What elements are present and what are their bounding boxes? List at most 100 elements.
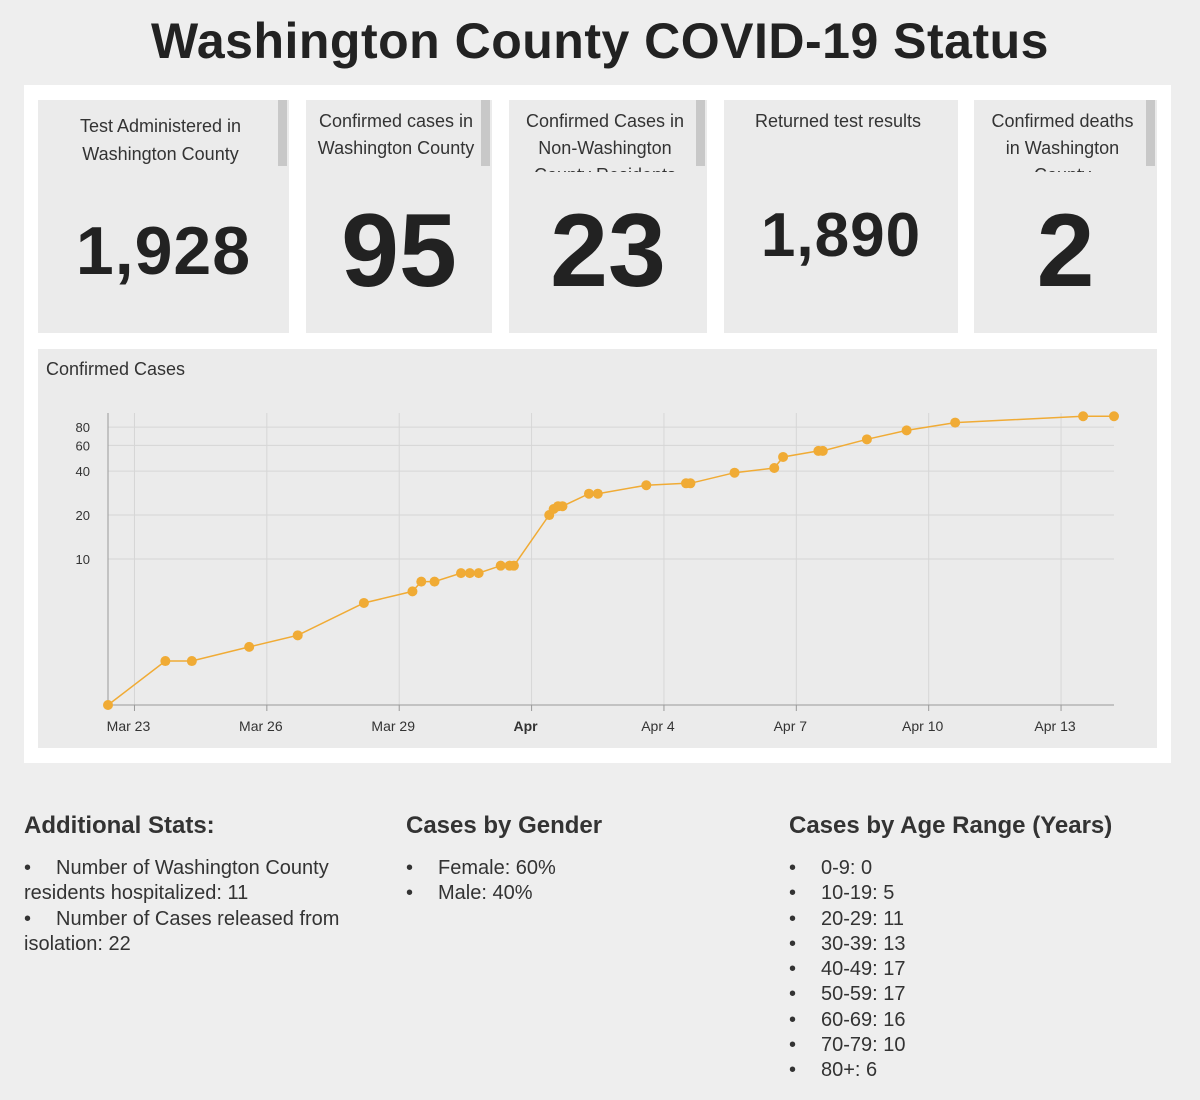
data-point <box>641 480 652 491</box>
list-item: • 70-79: 10 <box>789 1033 1169 1058</box>
bullet: • <box>406 882 414 905</box>
data-point <box>473 568 484 579</box>
page-title: Washington County COVID-19 Status <box>151 13 1049 69</box>
data-point <box>817 445 828 456</box>
data-point <box>592 488 603 499</box>
card-label: Confirmed cases in Washington County <box>317 111 475 158</box>
card-confirmed-cases: Confirmed cases in Washington County 95 <box>306 100 492 333</box>
list-item: • 0-9: 0 <box>789 856 1169 881</box>
card-label: Returned test results <box>754 111 922 131</box>
data-point <box>508 560 519 571</box>
y-tick-label: 80 <box>76 420 90 435</box>
data-point <box>429 576 440 587</box>
data-point <box>292 630 303 641</box>
x-tick-label: Apr <box>514 718 539 734</box>
card-label: Confirmed Cases in Non-Washington County… <box>525 111 685 172</box>
bullet: • <box>789 983 797 1006</box>
additional-stats-heading: Additional Stats: <box>24 812 215 839</box>
gender-section: Cases by Gender • Female: 60% • Male: 40% <box>406 812 746 907</box>
bullet: • <box>789 1034 797 1057</box>
bullet: • <box>789 882 797 905</box>
gender-item: Male: 40% <box>438 882 533 905</box>
chart-title: Confirmed Cases <box>46 359 186 379</box>
data-point <box>950 417 961 428</box>
card-label: Confirmed deaths in Washington County <box>991 111 1134 172</box>
data-point <box>557 501 568 512</box>
list-item: • 30-39: 13 <box>789 932 1169 957</box>
data-point <box>416 576 427 587</box>
card-value: 2 <box>1036 193 1095 309</box>
data-point <box>778 451 789 462</box>
data-point <box>186 656 197 667</box>
data-point <box>495 560 506 571</box>
bullet: • <box>406 857 414 879</box>
additional-stats-section: Additional Stats: • Number of Washington … <box>24 812 384 957</box>
y-tick-label: 10 <box>76 552 90 567</box>
list-item: • Male: 40% <box>406 881 746 906</box>
bullet: • <box>789 958 797 981</box>
list-item: • 40-49: 17 <box>789 957 1169 982</box>
bullet: • <box>789 1008 797 1031</box>
gender-item: Female: 60% <box>438 857 556 879</box>
data-point <box>455 568 466 579</box>
age-item: 0-9: 0 <box>821 857 873 879</box>
data-point <box>685 478 696 489</box>
bullet: • <box>24 907 32 930</box>
bullet: • <box>789 907 797 930</box>
data-point <box>160 656 171 667</box>
stat-line: Number of Washington County <box>56 857 329 879</box>
card-value: 1,890 <box>760 201 922 270</box>
age-section: Cases by Age Range (Years) • 0-9: 0 • 10-1… <box>789 812 1169 1084</box>
data-point <box>464 568 475 579</box>
x-tick-label: Mar 23 <box>107 718 151 734</box>
data-point <box>1109 411 1119 422</box>
dashboard-panel: Test Administered in Washington County 1… <box>24 85 1171 763</box>
y-tick-label: 20 <box>76 508 90 523</box>
age-item: 10-19: 5 <box>821 882 895 905</box>
x-tick-label: Apr 10 <box>902 718 943 734</box>
y-tick-label: 40 <box>76 464 90 479</box>
stat-line: Number of Cases released from <box>56 907 340 930</box>
age-item: 70-79: 10 <box>821 1034 906 1057</box>
data-point <box>407 586 418 597</box>
chart-panel: Confirmed Cases 10 20 40 60 80 Mar 23 Mar 26 Ma… <box>38 349 1157 748</box>
bullet: • <box>789 932 797 955</box>
bullet: • <box>789 857 797 879</box>
card-scrollbar[interactable] <box>278 100 287 166</box>
stat-line: residents hospitalized: 11 <box>24 882 249 905</box>
card-tests-administered: Test Administered in Washington County 1… <box>38 100 289 333</box>
data-point <box>1078 411 1089 422</box>
data-point <box>244 641 255 652</box>
age-item: 80+: 6 <box>821 1059 878 1082</box>
age-item: 30-39: 13 <box>821 932 906 955</box>
list-item: • Female: 60% <box>406 856 746 881</box>
list-item: • Number of Washington County residents ho… <box>24 856 384 907</box>
card-returned-results: Returned test results 1,890 <box>724 100 958 333</box>
data-point <box>583 488 594 499</box>
list-item: • 20-29: 11 <box>789 907 1169 932</box>
age-heading: Cases by Age Range (Years) <box>789 812 1113 839</box>
data-point <box>729 467 740 478</box>
card-scrollbar[interactable] <box>481 100 490 166</box>
card-scrollbar[interactable] <box>696 100 705 166</box>
card-scrollbar[interactable] <box>1146 100 1155 166</box>
card-value: 23 <box>550 193 666 309</box>
card-value: 1,928 <box>75 213 252 289</box>
data-point <box>861 434 872 445</box>
confirmed-cases-chart: 10 20 40 60 80 Mar 23 Mar 26 Mar 29 Apr Apr 4 Apr … <box>76 411 1119 734</box>
list-item: • 50-59: 17 <box>789 982 1169 1007</box>
x-tick-label: Mar 29 <box>371 718 415 734</box>
card-non-washington-cases: Confirmed Cases in Non-Washington County… <box>509 100 707 333</box>
x-tick-label: Apr 13 <box>1034 718 1075 734</box>
stat-line: isolation: 22 <box>24 932 131 955</box>
data-point <box>358 597 369 608</box>
data-point <box>769 463 780 474</box>
age-item: 60-69: 16 <box>821 1008 906 1031</box>
x-tick-label: Apr 4 <box>641 718 675 734</box>
x-tick-label: Mar 26 <box>239 718 283 734</box>
data-point <box>103 700 113 710</box>
card-label: Test Administered in Washington County <box>79 116 242 164</box>
card-confirmed-deaths: Confirmed deaths in Washington County 2 <box>974 100 1157 333</box>
age-item: 40-49: 17 <box>821 958 906 981</box>
data-point <box>901 425 912 436</box>
